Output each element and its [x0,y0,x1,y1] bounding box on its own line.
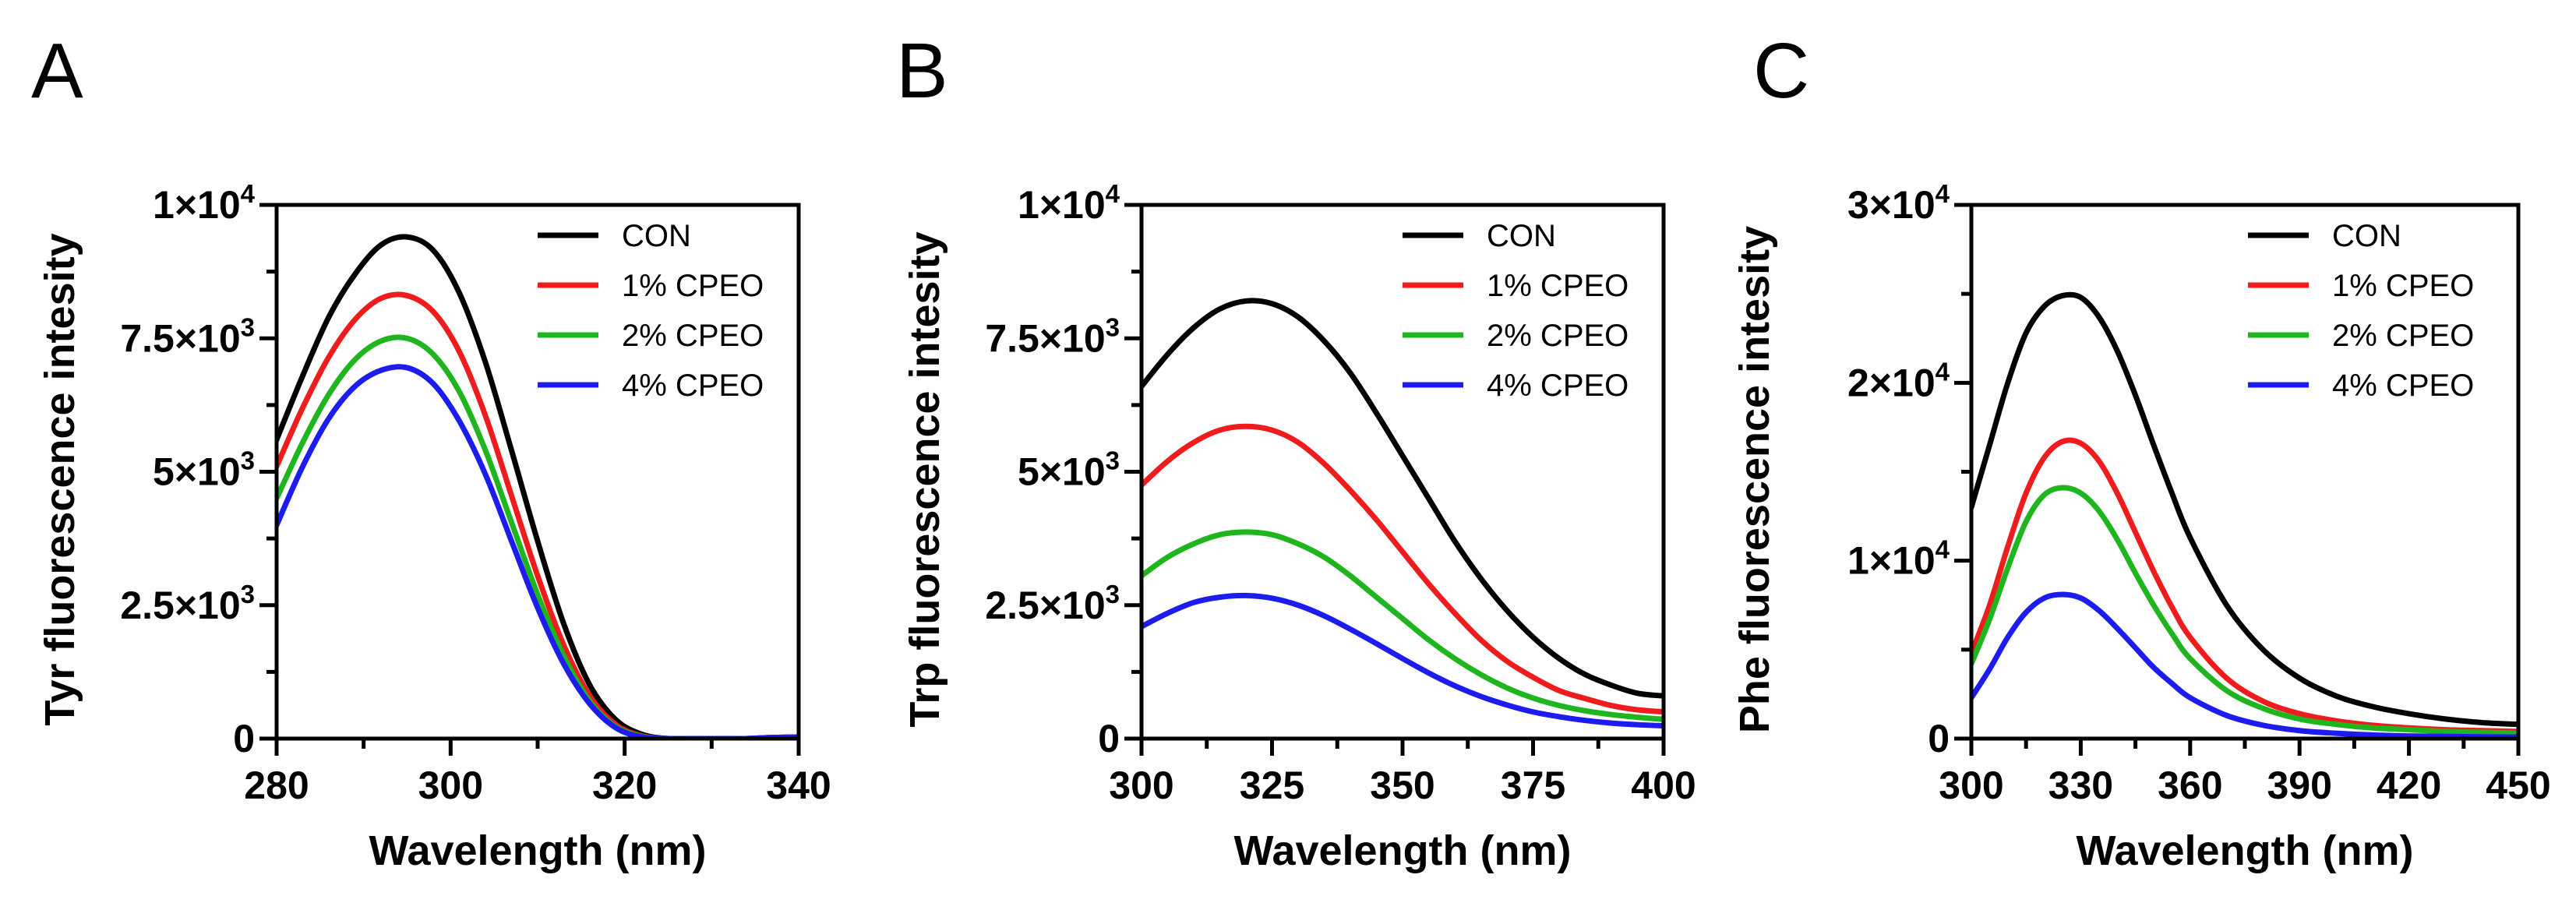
panel-c-series-group [1971,291,2518,739]
panel-a-x-axis-title: Wavelength (nm) [369,827,706,874]
panel-c-y-tick-label: 0 [1928,717,1950,760]
panel-b-x-tick-label: 350 [1370,764,1434,807]
panel-b-y-tick-label: 7.5×103 [985,312,1120,360]
panel-c-x-tick-label: 420 [2377,764,2441,807]
panel-a-y-axis-title: Tyr fluorescence intesity [37,233,83,725]
panel-a-series-4pct-cpeo [277,364,799,739]
panel-b-x-tick-label: 375 [1501,764,1565,807]
panel-c-y-tick-label-base: 1×10 [1847,539,1936,583]
panel-b-y-tick-label-base: 2.5×10 [985,584,1105,627]
panel-c-y-tick-label-base: 3×10 [1847,183,1936,227]
panel-b-y-tick-label-exponent: 4 [1106,179,1120,208]
panel-a-letter: A [31,27,83,115]
panel-c-x-tick-label: 450 [2486,764,2550,807]
panel-b-y-tick-label-exponent: 3 [1106,446,1120,475]
panel-a-legend-label-2pct-cpeo: 2% CPEO [622,319,764,353]
panel-b-y-tick-label: 1×104 [1018,179,1120,227]
panel-b-legend-label-4pct-cpeo: 4% CPEO [1487,369,1629,403]
panel-a-legend-label-1pct-cpeo: 1% CPEO [622,269,764,303]
panel-b-legend-label-con: CON [1487,219,1556,253]
panel-b-y-tick-label: 5×103 [1018,446,1120,494]
panel-a-y-tick-label-exponent: 4 [241,179,256,208]
panel-c-x-tick-label: 300 [1939,764,2003,807]
panel-b-y-tick-label-base: 7.5×10 [985,316,1105,360]
panel-c-series-4pct-cpeo [1971,591,2518,739]
panel-a-legend: CON 1% CPEO 2% CPEO 4% CPEO [538,219,764,403]
panel-c-legend-label-con: CON [2332,219,2401,253]
panel-c-y-tick-label: 3×104 [1847,179,1950,227]
panel-a-y-tick-label-exponent: 3 [241,446,255,475]
panel-b-series-group [1142,298,1664,729]
panel-a-x-tick-label: 320 [592,764,657,807]
panel-a-y-tick-label: 7.5×103 [120,312,255,360]
panel-a-y-tick-label-base: 2.5×10 [120,584,240,627]
panel-a-series-1pct-cpeo [277,291,799,739]
panel-b-legend: CON 1% CPEO 2% CPEO 4% CPEO [1403,219,1629,403]
panel-b-y-tick-label: 2.5×103 [985,580,1120,627]
panel-a-y-tick-label-base: 5×10 [153,450,241,494]
panel-a-y-tick-label: 1×104 [153,179,256,227]
panel-b-series-1pct-cpeo [1142,423,1664,715]
panel-a-legend-label-4pct-cpeo: 4% CPEO [622,369,764,403]
panel-c-y-tick-label-exponent: 4 [1936,179,1950,208]
panel-b-series-2pct-cpeo [1142,529,1664,722]
panel-a-y-tick-label-base: 0 [233,717,255,760]
panel-c-y-tick-label: 1×104 [1847,535,1950,583]
panel-c-x-axis-title: Wavelength (nm) [2076,827,2413,874]
panel-c-x-tick-label: 390 [2267,764,2331,807]
panel-c-legend-label-1pct-cpeo: 1% CPEO [2332,269,2474,303]
panel-b-y-tick-label-base: 5×10 [1018,450,1106,494]
panel-a-x-tick-label: 280 [244,764,309,807]
panel-c-y-axis-title: Phe fluorescence intesity [1731,226,1778,733]
panel-c-y-tick-label-exponent: 4 [1936,357,1950,386]
panel-c-y-tick-label-exponent: 4 [1936,535,1950,564]
panel-b-legend-label-1pct-cpeo: 1% CPEO [1487,269,1629,303]
panel-b-y-tick-label: 0 [1098,717,1120,760]
panel-b-x-tick-label: 300 [1109,764,1173,807]
panel-b-y-tick-label-exponent: 3 [1106,312,1120,341]
panel-a-y-tick-label-exponent: 3 [241,312,255,341]
panel-c-x-tick-label: 330 [2048,764,2113,807]
panel-a-y-tick-label-base: 7.5×10 [120,316,240,360]
panel-a-x-tick-label: 340 [766,764,831,807]
panel-a-y-tick-label: 5×103 [153,446,255,494]
panel-a-y-tick-label-base: 1×10 [153,183,241,227]
panel-c-x-tick-label: 360 [2158,764,2222,807]
panel-c-y-tick-label-base: 2×10 [1847,361,1936,404]
panel-a-y-tick-label-exponent: 3 [241,580,255,608]
panel-a-series-con [277,234,799,739]
panel-b-legend-label-2pct-cpeo: 2% CPEO [1487,319,1629,353]
panel-c-y-tick-label: 2×104 [1847,357,1950,404]
panel-b-y-axis-title: Trp fluorescence intesity [902,231,948,727]
panel-b-y-tick-label-base: 0 [1098,717,1120,760]
panel-b-y-tick-label-exponent: 3 [1106,580,1120,608]
panel-b-x-axis-title: Wavelength (nm) [1233,827,1571,874]
panel-c-letter: C [1753,27,1809,115]
panel-a-series-2pct-cpeo [277,334,799,739]
panel-c-series-con [1971,291,2518,728]
panel-c-legend: CON 1% CPEO 2% CPEO 4% CPEO [2248,219,2474,403]
panel-a-y-tick-label: 2.5×103 [120,580,255,627]
panel-c-series-2pct-cpeo [1971,485,2518,736]
panel-b-y-tick-label-base: 1×10 [1018,183,1106,227]
panel-b-series-con [1142,298,1664,699]
panel-b-x-tick-label: 325 [1240,764,1304,807]
panel-c-y-tick-label-base: 0 [1928,717,1950,760]
panel-c-legend-label-2pct-cpeo: 2% CPEO [2332,319,2474,353]
panel-a-legend-label-con: CON [622,219,691,253]
panel-a-series-group [277,234,799,739]
panel-b-letter: B [896,27,948,115]
panel-a-y-tick-label: 0 [233,717,255,760]
panel-a-x-tick-label: 300 [418,764,483,807]
panel-c-legend-label-4pct-cpeo: 4% CPEO [2332,369,2474,403]
panel-b-series-4pct-cpeo [1142,592,1664,729]
panel-b-x-tick-label: 400 [1631,764,1696,807]
